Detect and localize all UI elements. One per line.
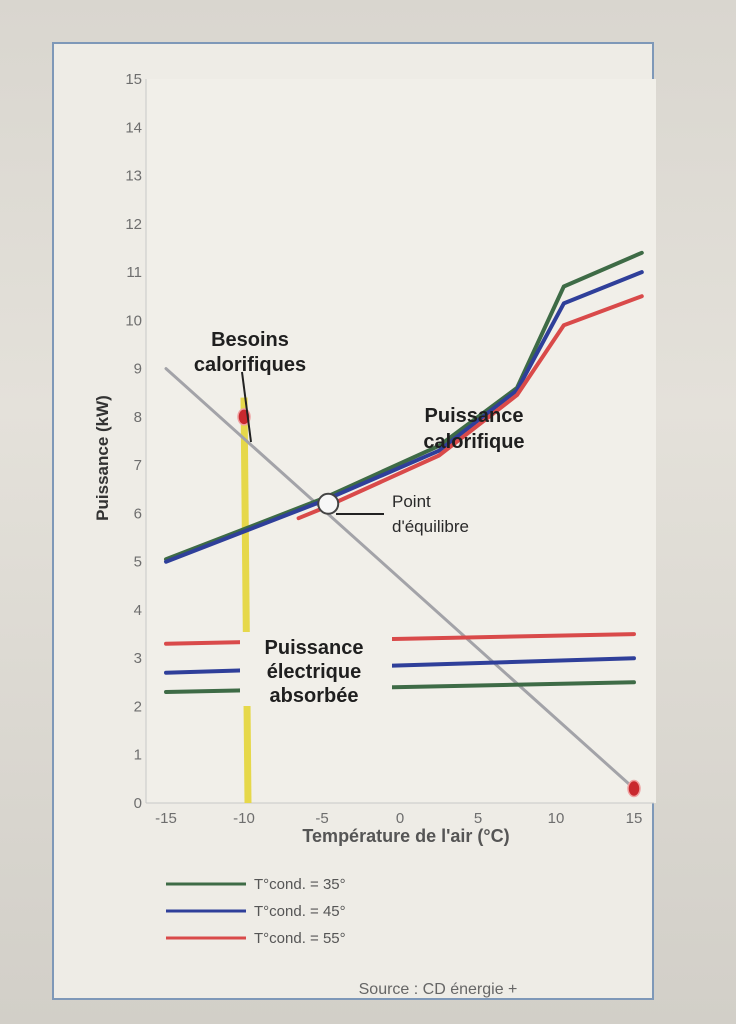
equilibrium-point-marker [317,492,340,515]
plot-area [146,79,656,803]
x-tick-label-15: 15 [626,810,643,827]
annotation-besoins-line2: calorifiques [194,354,306,376]
besoins-leader-line [241,371,252,443]
y-tick-label-3: 3 [134,650,142,667]
x-tick-label-5: 5 [474,810,482,827]
annotation-electrique-line1: Puissance [265,637,364,659]
annotation-equilibre-line2: d'équilibre [392,517,469,536]
legend-label-cond45: T°cond. = 45° [254,903,346,920]
y-tick-label-5: 5 [134,554,142,571]
source-text: Source : CD énergie + [359,981,518,998]
legend-label-cond55: T°cond. = 55° [254,930,346,947]
x-tick-label-0: 0 [396,810,404,827]
y-tick-label-7: 7 [134,457,142,474]
y-tick-label-13: 13 [125,168,142,185]
y-tick-label-9: 9 [134,361,142,378]
x-tick-labels: -15 -10 -5 0 5 10 15 [155,810,642,827]
markers-group [237,408,641,798]
legend: T°cond. = 35° T°cond. = 45° T°cond. = 55° [166,876,346,947]
y-tick-label-15: 15 [125,71,142,88]
series-line-puissance_calorifique-cond55 [296,294,644,521]
annotation-electrique-line2: électrique [267,661,361,683]
chart-frame: 0 1 2 3 4 5 6 7 8 9 10 11 12 13 14 15 -15 -10 -5 0 5 10 15 Pu… [52,42,656,1000]
annotation-electrique-line3: absorbée [270,685,359,707]
y-axis-label: Puissance (kW) [93,395,112,521]
red-dot-marker-1 [627,779,641,798]
series-line-besoins_calorifiques-besoins [164,367,636,790]
x-tick-label--15: -15 [155,810,177,827]
x-tick-label-10: 10 [548,810,565,827]
series-line-puissance_calorifique-cond45 [164,270,644,564]
y-tick-label-12: 12 [125,216,142,233]
y-tick-label-0: 0 [134,795,142,812]
y-tick-label-14: 14 [125,119,142,136]
annotation-puissance-calorifique-line2: calorifique [423,431,524,453]
x-tick-label--5: -5 [315,810,328,827]
y-tick-label-8: 8 [134,409,142,426]
annotation-besoins-line1: Besoins [211,329,289,351]
series-group [164,250,644,804]
annotation-equilibre-line1: Point [392,492,431,511]
y-tick-label-11: 11 [126,264,142,281]
y-tick-label-2: 2 [134,698,142,715]
series-line-puissance_calorifique-cond35 [164,250,644,562]
y-tick-label-1: 1 [134,747,142,764]
x-tick-label--10: -10 [233,810,255,827]
y-tick-label-6: 6 [134,505,142,522]
x-axis-label: Température de l'air (°C) [302,826,509,846]
y-tick-label-4: 4 [134,602,142,619]
y-tick-label-10: 10 [125,312,142,329]
legend-label-cond35: T°cond. = 35° [254,876,346,893]
annotation-electrique-bg [240,632,392,706]
temperature-marker-line [240,397,252,804]
annotation-puissance-calorifique-line1: Puissance [425,405,524,427]
